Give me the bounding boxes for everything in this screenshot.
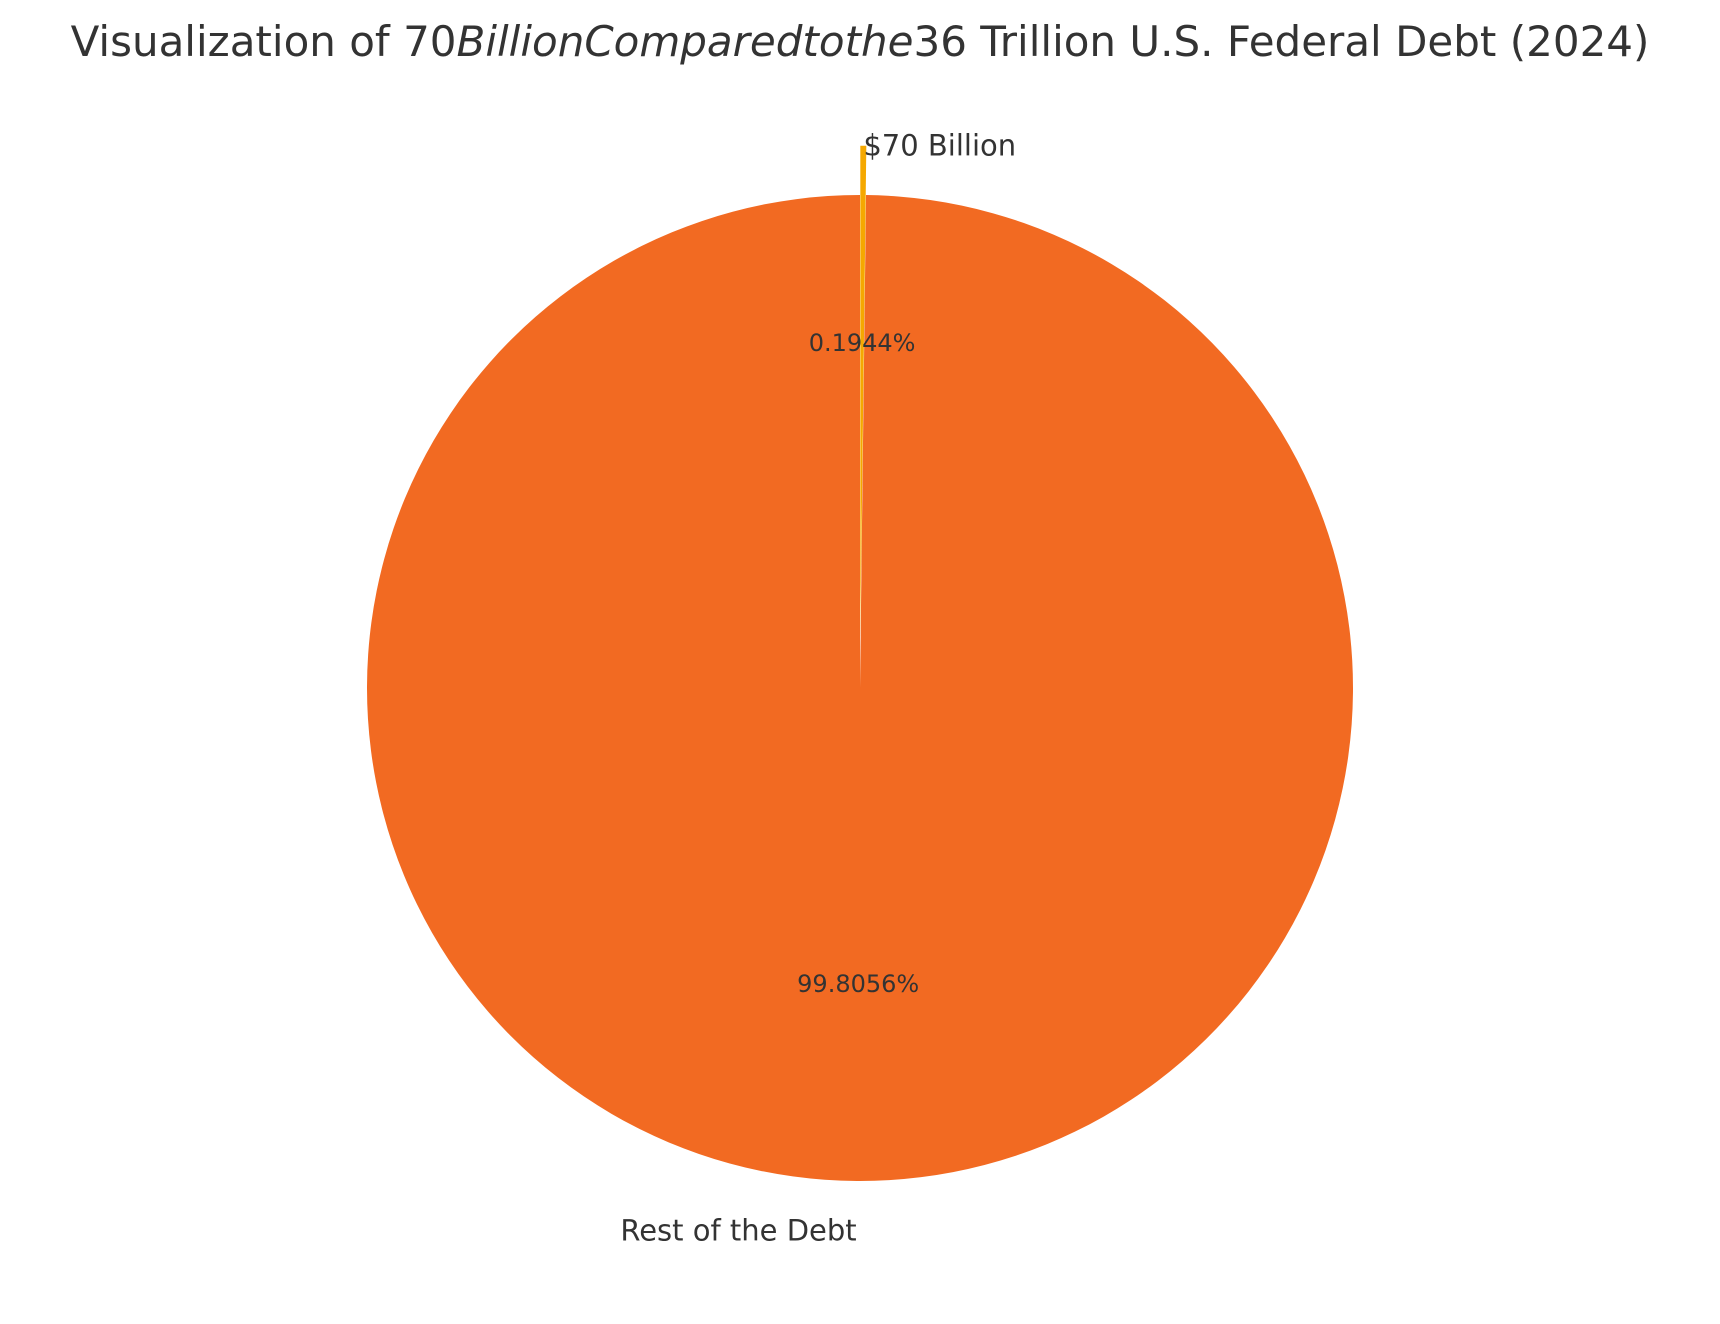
slice-percent-2: 99.8056% <box>797 970 919 998</box>
pie-slices <box>367 145 1354 1181</box>
pie-slice-2 <box>367 195 1354 1181</box>
chart-title-math: BillionComparedtothe <box>457 17 914 66</box>
slice-label-1: $70 Billion <box>863 129 1016 163</box>
chart-title: Visualization of 70BillionComparedtothe3… <box>71 17 1650 66</box>
slice-percent-1: 0.1944% <box>809 329 916 357</box>
chart-title-prefix: Visualization of 70 <box>71 17 457 66</box>
slice-label-2: Rest of the Debt <box>620 1213 856 1247</box>
pie-labels: $70 Billion 0.1944% Rest of the Debt 99.805… <box>620 129 1016 1248</box>
chart-title-suffix: 36 Trillion U.S. Federal Debt (2024) <box>914 17 1650 66</box>
pie-slice-1 <box>860 145 867 639</box>
